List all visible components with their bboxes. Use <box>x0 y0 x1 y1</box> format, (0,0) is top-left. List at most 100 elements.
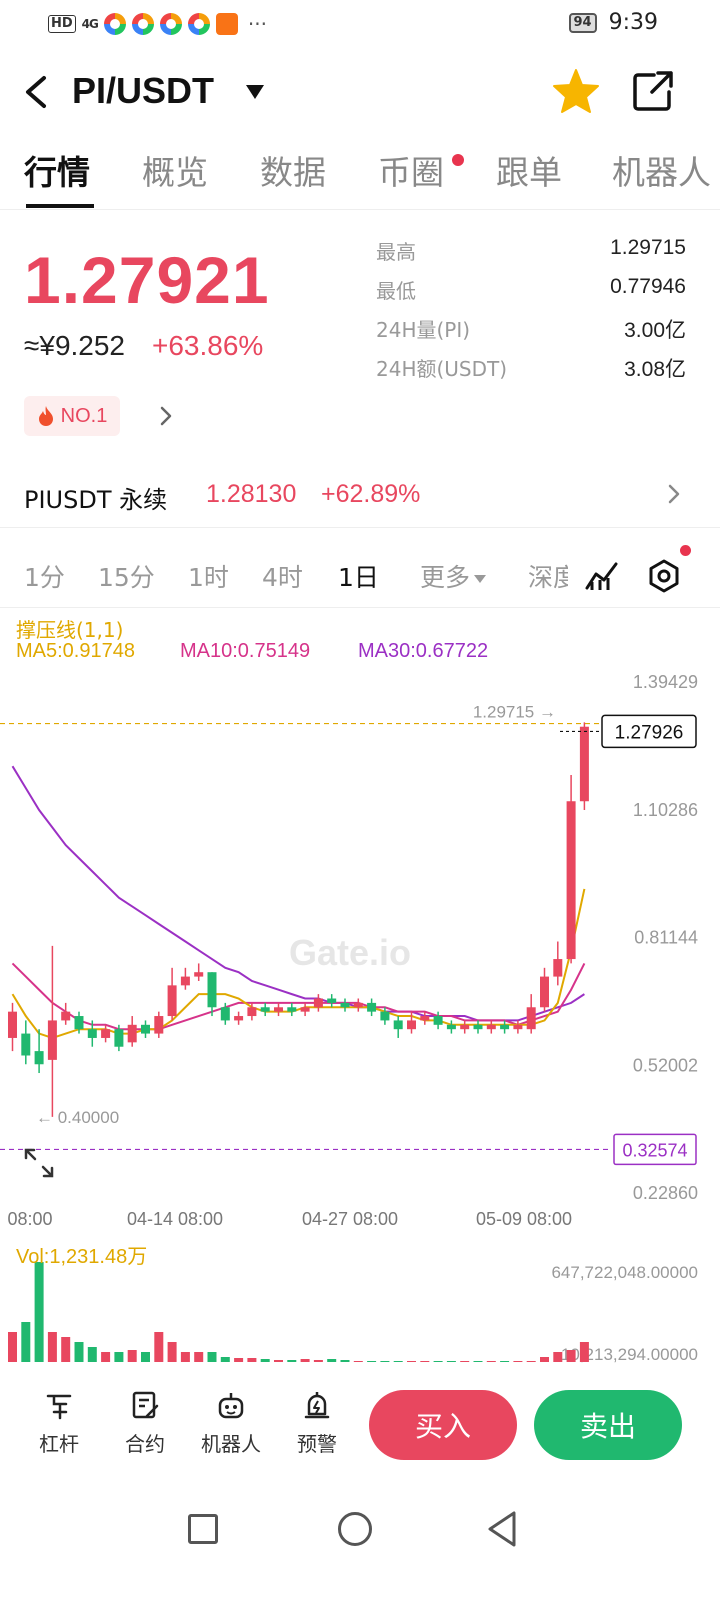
tab-market[interactable]: 行情 <box>24 153 90 192</box>
notification-dot <box>452 154 464 166</box>
volume-bar <box>194 1352 204 1362</box>
favorite-star-icon[interactable] <box>552 68 600 114</box>
volume-bar <box>407 1361 416 1362</box>
stat-value: 3.08亿 <box>624 358 686 381</box>
candlestick-chart[interactable]: Gate.io 1.39429 1.10286 0.81144 0.52002 0.22… <box>0 660 720 1240</box>
tab-depth[interactable]: 深度 <box>528 563 568 592</box>
action-label: 合约 <box>125 1432 165 1456</box>
candle-body <box>566 801 576 960</box>
candle-body <box>420 1016 430 1021</box>
stat-24h-turnover: 24H额(USDT) 3.08亿 <box>376 349 686 388</box>
expand-icon-path <box>24 1148 54 1178</box>
stat-24h-volume: 24H量(PI) 3.00亿 <box>376 310 686 349</box>
tab-data[interactable]: 数据 <box>260 153 326 192</box>
volume-bar <box>460 1361 470 1362</box>
support-price-label: 0.32574 <box>622 1140 687 1160</box>
candle-body <box>234 1016 244 1021</box>
contract-button[interactable]: 合约 <box>110 1390 180 1457</box>
rank-text: NO.1 <box>60 404 108 427</box>
home-button[interactable] <box>338 1512 372 1546</box>
back-icon[interactable] <box>22 74 50 110</box>
volume-bar <box>420 1361 430 1362</box>
nav-back-icon[interactable] <box>486 1510 518 1548</box>
stat-label: 24H额(USDT) <box>376 357 508 381</box>
interval-more-label: 更多 <box>420 563 471 592</box>
section-tabs: 行情 概览 数据 币圈 跟单 机器人 <box>0 146 720 210</box>
volume-bar <box>61 1337 71 1362</box>
candle-body <box>486 1024 496 1030</box>
support-resistance-label: 撑压线(1,1) <box>16 618 124 642</box>
interval-1d[interactable]: 1日 <box>338 563 379 592</box>
ma30-label: MA30:0.67722 <box>358 640 489 662</box>
candle-body <box>34 1051 44 1065</box>
status-bar: HD 4G ··· 94 9:39 <box>0 0 720 48</box>
current-price-label: 1.27926 <box>615 722 684 743</box>
candle-body <box>167 985 177 1017</box>
volume-bar <box>180 1352 190 1362</box>
system-nav-bar <box>0 1490 720 1600</box>
volume-bar <box>220 1357 230 1362</box>
clock: 9:39 <box>608 10 658 35</box>
volume-bar <box>566 1350 576 1362</box>
watermark: Gate.io <box>289 932 411 973</box>
ma10-line <box>11 962 586 1031</box>
indicator-icon[interactable] <box>584 558 620 592</box>
perpetual-change: +62.89% <box>321 480 421 508</box>
interval-1h[interactable]: 1时 <box>188 563 229 592</box>
tab-bots[interactable]: 机器人 <box>612 153 711 192</box>
interval-1m[interactable]: 1分 <box>24 563 65 592</box>
tab-community[interactable]: 币圈 <box>378 153 444 192</box>
candle-body <box>114 1029 124 1047</box>
candle-body <box>47 1020 57 1060</box>
volume-label: Vol:1,231.48万 <box>16 1246 148 1268</box>
leverage-button[interactable]: 杠杆 <box>24 1390 94 1457</box>
app-notification-icon <box>159 13 182 35</box>
share-icon[interactable] <box>632 70 674 112</box>
hd-indicator: HD <box>48 15 76 33</box>
volume-chart[interactable]: 647,722,048.00000 10,213,294.00000 <box>0 1238 720 1364</box>
recents-button[interactable] <box>188 1514 218 1544</box>
more-notifications-icon: ··· <box>247 12 267 36</box>
fire-icon <box>38 406 53 426</box>
volume-bar <box>154 1332 164 1362</box>
signal-icon: 4G <box>81 17 99 31</box>
current-price-tag <box>601 714 697 749</box>
tab-copy-trading[interactable]: 跟单 <box>496 153 562 192</box>
price-stats: 最高 1.29715 最低 0.77946 24H量(PI) 3.00亿 24H… <box>376 232 686 388</box>
volume-bar <box>274 1360 283 1362</box>
robot-button[interactable]: 机器人 <box>196 1390 266 1457</box>
volume-bar <box>486 1361 496 1362</box>
stat-value: 3.00亿 <box>624 319 686 342</box>
perpetual-contract-row[interactable]: PIUSDT 永续 1.28130 +62.89% <box>0 470 720 528</box>
stat-value: 0.77946 <box>610 275 686 298</box>
rank-badge[interactable]: NO.1 <box>24 396 120 436</box>
x-tick-label: 04-27 08:00 <box>302 1209 398 1229</box>
battery-icon: 94 <box>568 12 597 33</box>
volume-bar <box>473 1361 483 1362</box>
sell-button[interactable]: 卖出 <box>534 1390 682 1460</box>
pair-title[interactable]: PI/USDT <box>72 70 215 111</box>
candle-body <box>313 998 323 1008</box>
low-marker: ← 0.40000 <box>36 1108 119 1127</box>
volume-bar <box>526 1361 536 1362</box>
volume-bar <box>579 1342 589 1362</box>
dropdown-icon[interactable] <box>245 84 265 100</box>
candle-body <box>274 1007 283 1012</box>
settings-icon[interactable] <box>646 558 682 594</box>
tab-overview[interactable]: 概览 <box>142 153 208 192</box>
buy-button[interactable]: 买入 <box>369 1390 517 1460</box>
expand-icon[interactable] <box>24 1148 54 1178</box>
interval-4h[interactable]: 4时 <box>262 563 303 592</box>
candle-body <box>526 1007 536 1030</box>
volume-bar <box>141 1352 150 1362</box>
header: PI/USDT <box>0 60 720 124</box>
interval-15m[interactable]: 15分 <box>98 563 155 592</box>
candle-body <box>407 1020 416 1030</box>
perpetual-price: 1.28130 <box>206 480 297 508</box>
interval-more[interactable]: 更多 <box>420 558 487 594</box>
volume-mid-label: 10,213,294.00000 <box>561 1345 698 1364</box>
candle-body <box>8 1011 17 1038</box>
alert-button[interactable]: 预警 <box>282 1390 352 1457</box>
volume-bar <box>207 1352 217 1362</box>
chevron-right-icon[interactable] <box>158 404 174 428</box>
